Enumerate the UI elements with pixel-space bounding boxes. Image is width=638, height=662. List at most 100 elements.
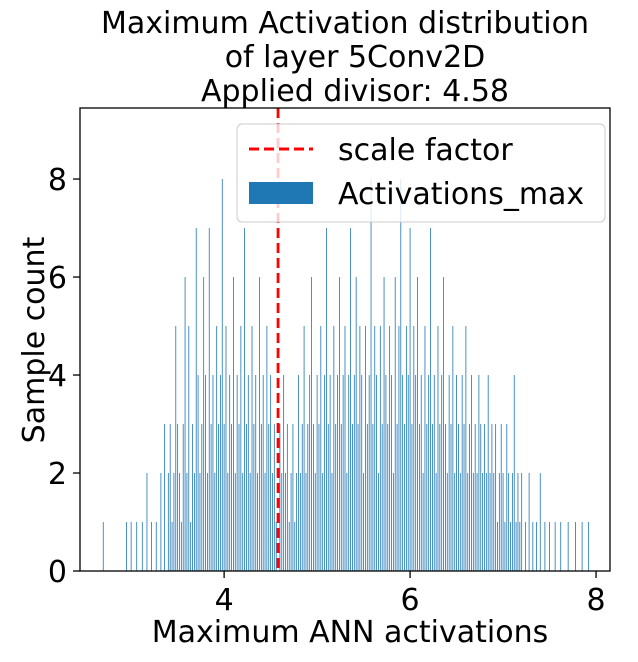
legend-box xyxy=(236,123,606,223)
histogram-bar xyxy=(478,375,480,571)
histogram-bar xyxy=(502,473,504,571)
x-tick-label: 4 xyxy=(215,583,234,618)
y-axis-label: Sample count xyxy=(17,236,52,443)
histogram-bar xyxy=(433,375,435,571)
histogram-bar xyxy=(443,277,444,571)
histogram-bar xyxy=(102,522,104,571)
histogram-bar xyxy=(528,473,530,571)
histogram-bar xyxy=(299,473,301,571)
histogram-bar xyxy=(259,277,260,571)
y-tick-label: 4 xyxy=(48,359,67,394)
histogram-bar xyxy=(346,473,348,571)
histogram-bar xyxy=(344,326,346,571)
histogram-bar xyxy=(318,424,320,571)
histogram-bar xyxy=(188,326,190,571)
histogram-bar xyxy=(485,473,487,571)
histogram-bar xyxy=(376,375,378,571)
histogram-bar xyxy=(208,228,210,572)
y-tick-label: 0 xyxy=(48,555,67,590)
histogram-bar xyxy=(206,473,208,571)
histogram-bar xyxy=(160,473,162,571)
histogram-bar xyxy=(242,473,244,571)
histogram-bar xyxy=(210,424,212,571)
histogram-bar xyxy=(454,473,456,571)
histogram-bar xyxy=(171,522,173,571)
histogram-bar xyxy=(353,375,355,571)
histogram-bar xyxy=(549,522,550,571)
histogram-bar xyxy=(240,326,242,571)
histogram-bar xyxy=(500,424,502,571)
histogram-bar xyxy=(484,424,485,571)
histogram-bar xyxy=(458,424,459,571)
histogram-bar xyxy=(394,277,396,571)
histogram-bar xyxy=(264,473,266,571)
histogram-bar xyxy=(272,473,273,571)
histogram-bar xyxy=(506,424,508,571)
histogram-bar xyxy=(190,522,192,571)
histogram-bar xyxy=(359,326,361,571)
histogram-bar xyxy=(251,326,253,571)
histogram-bar xyxy=(363,473,364,571)
histogram-bar xyxy=(311,277,312,571)
histogram-bar xyxy=(268,424,270,571)
histogram-bar xyxy=(214,473,216,571)
histogram-bar xyxy=(370,179,372,572)
histogram-bar xyxy=(290,473,292,571)
histogram-bar xyxy=(192,424,193,571)
histogram-bar xyxy=(361,375,363,571)
histogram-bar xyxy=(489,473,491,571)
chart-title-line-2: of layer 5Conv2D xyxy=(225,40,486,75)
histogram-bar xyxy=(413,326,415,571)
histogram-bar xyxy=(320,326,322,571)
histogram-bar xyxy=(365,326,366,571)
histogram-bar xyxy=(253,424,255,571)
histogram-bar xyxy=(497,522,498,571)
histogram-bar xyxy=(374,326,376,571)
histogram-bar xyxy=(441,375,443,571)
histogram-bar xyxy=(445,424,446,571)
histogram-bar xyxy=(368,375,370,571)
histogram-bar xyxy=(175,326,177,571)
histogram-bar xyxy=(469,424,470,571)
histogram-bar xyxy=(167,473,169,571)
histogram-bar xyxy=(448,375,450,571)
histogram-bar xyxy=(229,375,231,571)
histogram-bar xyxy=(524,522,526,571)
histogram-bar xyxy=(465,326,467,571)
histogram-bar xyxy=(340,424,342,571)
histogram-bar xyxy=(581,522,583,571)
histogram-bar xyxy=(173,473,175,571)
histogram-bar xyxy=(511,473,513,571)
histogram-bar xyxy=(227,473,229,571)
histogram-bar xyxy=(463,424,465,571)
histogram-bar xyxy=(244,228,245,572)
histogram-bar xyxy=(446,473,448,571)
histogram-bar xyxy=(459,473,461,571)
x-tick-label: 6 xyxy=(401,583,420,618)
histogram-bar xyxy=(225,326,227,571)
histogram-bar xyxy=(544,522,546,571)
histogram-bar xyxy=(279,424,281,571)
histogram-bar xyxy=(218,424,219,571)
histogram-bar xyxy=(452,326,454,571)
histogram-bar xyxy=(396,424,398,571)
histogram-bar xyxy=(262,375,264,571)
histogram-bar xyxy=(260,424,262,571)
histogram-bar xyxy=(281,473,283,571)
legend: scale factor Activations_max xyxy=(236,123,606,223)
histogram-bar xyxy=(411,424,413,571)
legend-scale-factor-label: scale factor xyxy=(338,133,513,168)
histogram-bar xyxy=(324,375,325,571)
histogram-bar xyxy=(177,424,179,571)
histogram-bar xyxy=(428,375,430,571)
histogram-bar xyxy=(197,375,199,571)
histogram-bar xyxy=(417,277,418,571)
histogram-bar xyxy=(352,424,353,571)
histogram-bar xyxy=(383,277,385,571)
histogram-bar xyxy=(337,375,338,571)
histogram-bar xyxy=(385,375,387,571)
histogram-bars xyxy=(102,179,590,572)
histogram-bar xyxy=(266,326,268,571)
chart-title: Maximum Activation distribution of layer… xyxy=(101,6,589,109)
histogram-bar xyxy=(286,424,288,571)
